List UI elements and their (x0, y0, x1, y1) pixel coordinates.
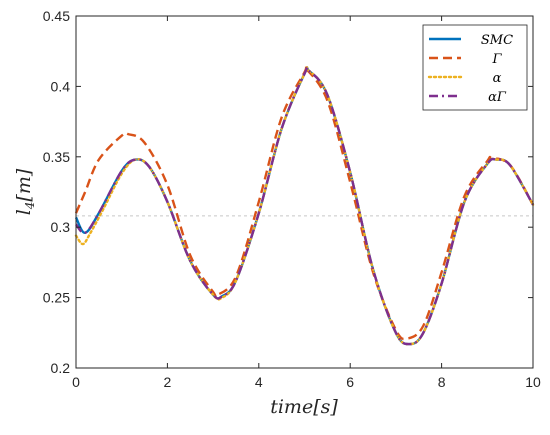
tick-layer: 0 2 4 6 8 10 0.2 0.25 0.3 0.35 0.4 0.45 (43, 8, 541, 390)
legend-label-3: α (493, 71, 502, 86)
y-tick-label: 0.2 (51, 360, 71, 376)
y-tick-label: 0.45 (43, 8, 70, 24)
y-tick-label: 0.4 (51, 78, 71, 94)
y-tick-label: 0.25 (43, 290, 70, 306)
x-tick-label: 10 (525, 374, 541, 390)
x-tick-label: 8 (438, 374, 446, 390)
plot-frame (75, 15, 534, 369)
y-tick-label: 0.35 (43, 149, 70, 165)
legend-label-1: SMC (481, 33, 513, 48)
legend-label-2: Γ (491, 52, 502, 67)
x-tick-label: 4 (255, 374, 263, 390)
y-axis-label: l4[m] (13, 168, 37, 215)
legend: SMC Γα αΓ (422, 24, 528, 111)
x-tick-label: 0 (72, 374, 80, 390)
series-layer (74, 64, 535, 346)
x-axis-label: time[s] (270, 396, 338, 418)
legend-label-4: αΓ (488, 90, 507, 105)
y-tick-label: 0.3 (51, 219, 71, 235)
series-line-4 (75, 66, 535, 346)
x-tick-label: 2 (164, 374, 172, 390)
x-tick-label: 6 (346, 374, 354, 390)
